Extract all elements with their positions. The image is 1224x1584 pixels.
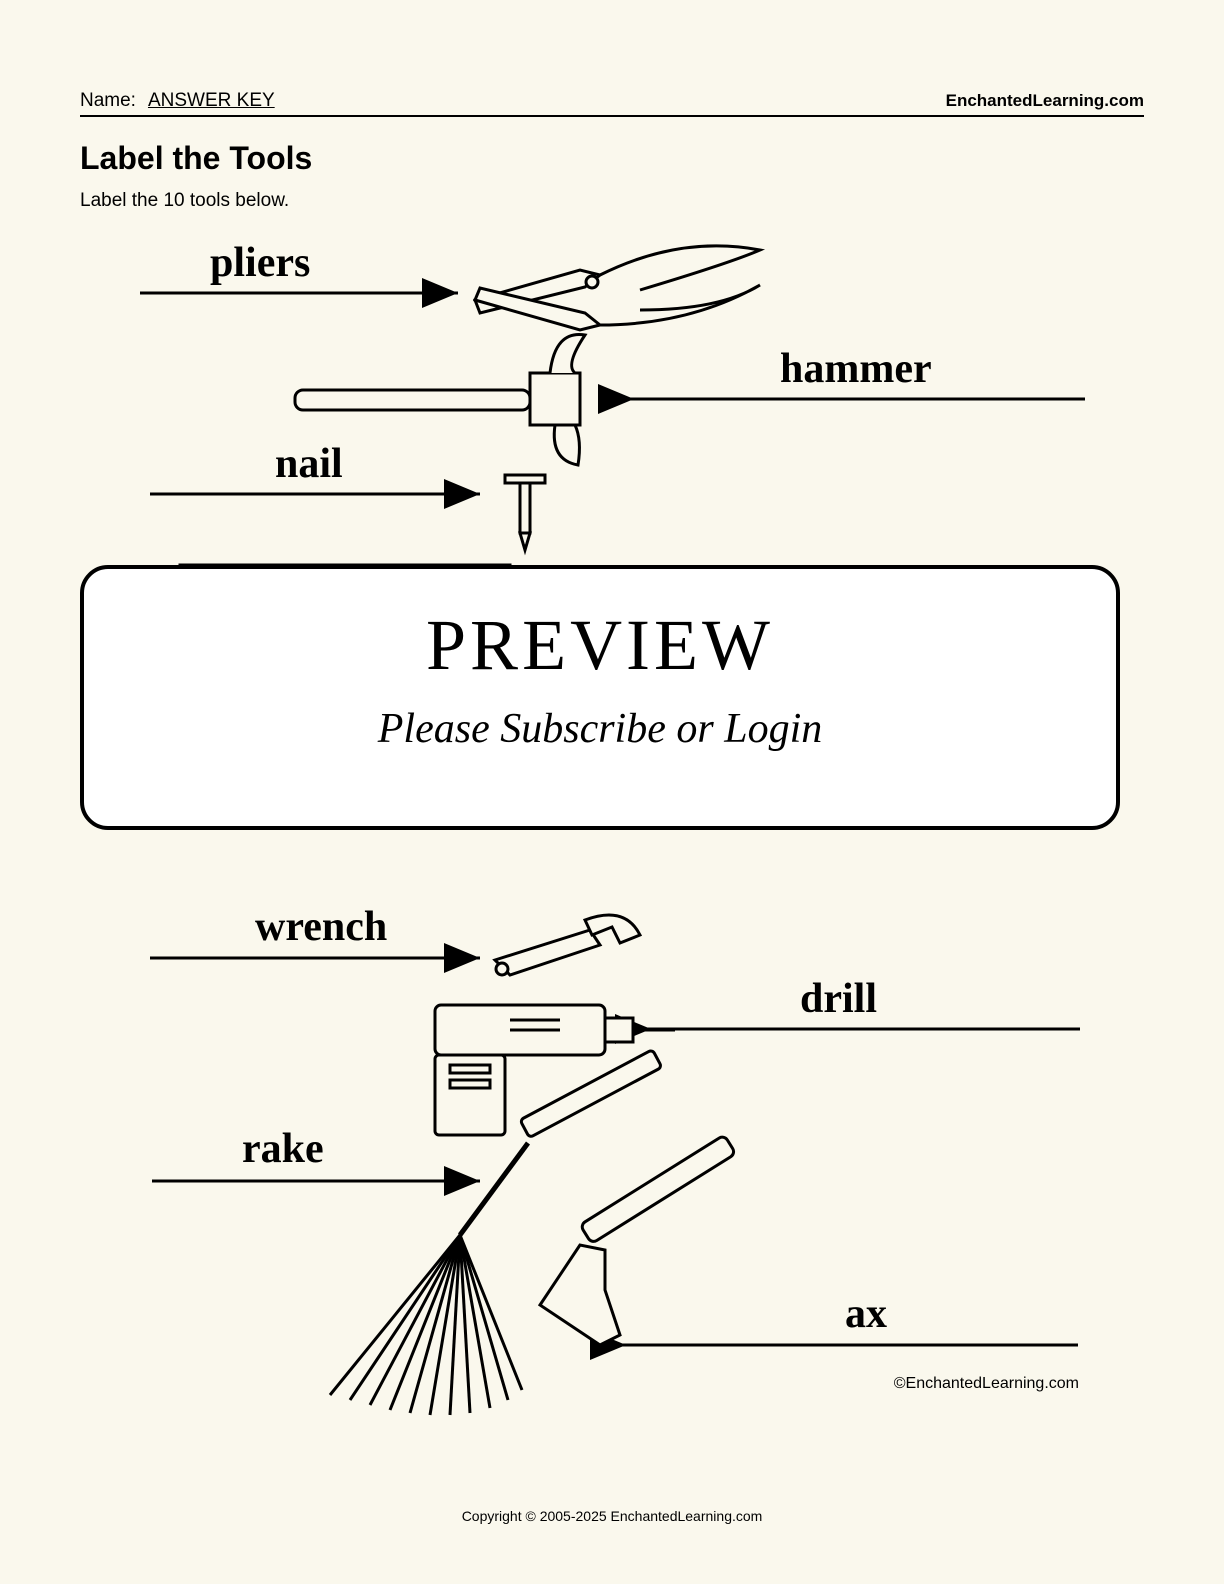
preview-overlay: PREVIEW Please Subscribe or Login	[80, 565, 1120, 830]
preview-title: PREVIEW	[84, 604, 1116, 687]
inner-copyright: ©EnchantedLearning.com	[894, 1375, 1079, 1393]
label-rake: rake	[242, 1125, 324, 1173]
worksheet-page: Name: ANSWER KEY EnchantedLearning.com L…	[0, 0, 1224, 1584]
name-prompt: Name:	[80, 90, 136, 112]
label-drill: drill	[800, 975, 877, 1023]
label-ax: ax	[845, 1290, 887, 1338]
answer-key: ANSWER KEY	[148, 90, 275, 112]
diagram: pliers hammer nail saw wrench drill rake…	[80, 215, 1144, 1495]
label-wrench: wrench	[255, 903, 387, 951]
label-pliers: pliers	[210, 239, 310, 287]
wrench-icon	[495, 915, 640, 975]
header: Name: ANSWER KEY EnchantedLearning.com	[80, 90, 1144, 117]
label-hammer: hammer	[780, 345, 932, 393]
tools-svg	[80, 215, 1144, 1495]
site-name: EnchantedLearning.com	[946, 91, 1144, 111]
page-title: Label the Tools	[80, 140, 312, 177]
nail-icon	[505, 475, 545, 550]
pliers-icon	[475, 246, 760, 330]
ax-icon	[540, 1135, 736, 1345]
footer-copyright: Copyright © 2005-2025 EnchantedLearning.…	[0, 1508, 1224, 1524]
page-subtitle: Label the 10 tools below.	[80, 190, 289, 212]
preview-subtitle: Please Subscribe or Login	[84, 705, 1116, 753]
label-nail: nail	[275, 440, 343, 488]
